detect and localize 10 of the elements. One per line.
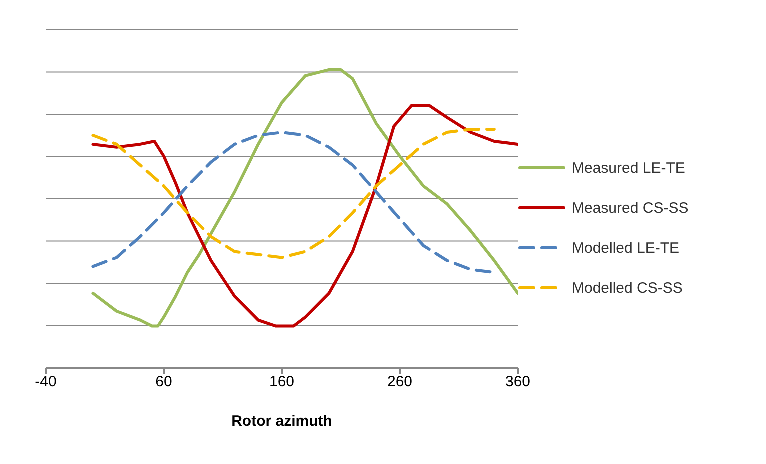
x-tick-label: 260	[387, 374, 413, 391]
x-tick-label: 360	[505, 374, 531, 391]
x-tick-label: 160	[269, 374, 295, 391]
legend-label: Measured LE-TE	[572, 160, 686, 176]
legend-label: Modelled LE-TE	[572, 240, 680, 256]
legend-label: Measured CS-SS	[572, 200, 689, 216]
x-axis-title: Rotor azimuth	[232, 413, 332, 430]
x-tick-label: 60	[156, 374, 172, 391]
x-tick-label: -40	[35, 374, 57, 391]
legend-label: Modelled CS-SS	[572, 280, 683, 296]
